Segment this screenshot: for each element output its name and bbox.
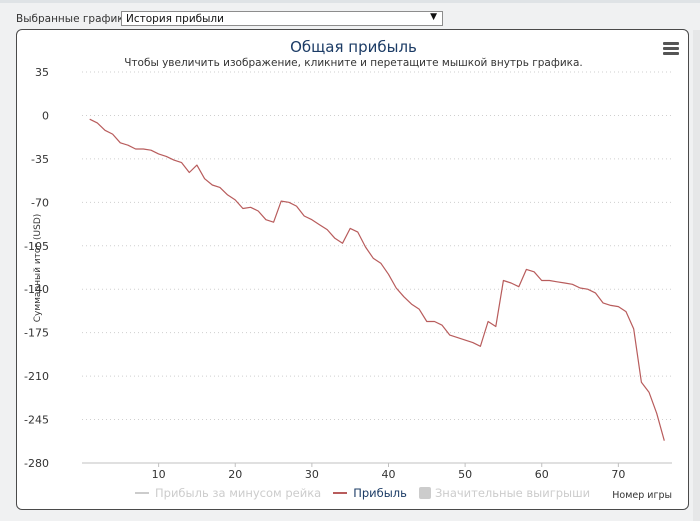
chart-selector-value: История прибыли bbox=[126, 13, 224, 25]
legend-item-big-wins[interactable]: Значительные выигрыши bbox=[418, 486, 591, 500]
y-tick-label: -175 bbox=[24, 327, 49, 340]
y-tick-label: -210 bbox=[24, 370, 49, 383]
legend-line-marker bbox=[135, 492, 149, 494]
x-tick-label: 20 bbox=[228, 468, 242, 481]
chart-title: Общая прибыль bbox=[290, 38, 417, 56]
top-divider bbox=[0, 0, 700, 3]
x-tick-label: 60 bbox=[535, 468, 549, 481]
legend-item-net-profit[interactable]: Прибыль за минусом рейка bbox=[135, 486, 321, 500]
legend-box-marker bbox=[418, 487, 431, 499]
y-tick-label: 0 bbox=[42, 109, 49, 122]
chart-subtitle: Чтобы увеличить изображение, кликните и … bbox=[124, 57, 583, 69]
hamburger-menu-icon[interactable] bbox=[662, 42, 680, 57]
y-tick-label: -280 bbox=[24, 457, 49, 470]
x-tick-label: 10 bbox=[152, 468, 166, 481]
legend-label: Прибыль bbox=[353, 486, 407, 500]
y-axis-label: Суммарный итог (USD) bbox=[33, 214, 43, 323]
chart-selector-label: Выбранные графики: bbox=[16, 13, 135, 25]
x-tick-label: 30 bbox=[305, 468, 319, 481]
y-tick-label: 35 bbox=[35, 66, 49, 79]
legend-label: Значительные выигрыши bbox=[434, 486, 591, 500]
legend-item-profit[interactable]: Прибыль bbox=[333, 486, 407, 500]
chart-legend: Прибыль за минусом рейка Прибыль Значите… bbox=[135, 485, 602, 501]
chart-selector-dropdown[interactable]: История прибыли ▼ bbox=[121, 11, 443, 26]
legend-label: Прибыль за минусом рейка bbox=[155, 486, 322, 500]
chevron-down-icon: ▼ bbox=[430, 12, 437, 22]
x-tick-label: 40 bbox=[381, 468, 395, 481]
y-tick-label: -70 bbox=[31, 196, 49, 209]
top-bar: Выбранные графики: История прибыли ▼ bbox=[0, 0, 700, 30]
chart-panel: Общая прибыль Чтобы увеличить изображени… bbox=[16, 29, 689, 510]
x-axis-label: Номер игры bbox=[612, 490, 672, 501]
x-tick-label: 70 bbox=[611, 468, 625, 481]
scrollbar-track[interactable] bbox=[693, 30, 700, 521]
y-tick-label: -245 bbox=[24, 414, 49, 427]
series-line-profit bbox=[89, 118, 665, 441]
y-tick-label: -105 bbox=[24, 240, 49, 253]
x-tick-label: 50 bbox=[458, 468, 472, 481]
plot-area[interactable]: 35 0 -35 -70 -105 -140 -175 -210 -245 -280 10 20 30… bbox=[17, 30, 689, 510]
y-tick-label: -35 bbox=[31, 153, 49, 166]
y-tick-label: -140 bbox=[24, 283, 49, 296]
legend-line-marker bbox=[333, 492, 348, 494]
